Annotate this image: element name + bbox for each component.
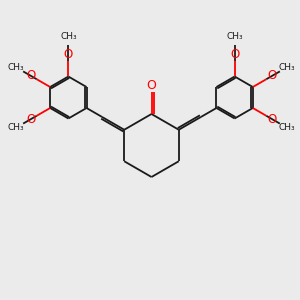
Text: CH₃: CH₃ <box>8 63 24 72</box>
Text: O: O <box>267 112 277 126</box>
Text: O: O <box>230 48 239 61</box>
Text: CH₃: CH₃ <box>8 123 24 132</box>
Text: O: O <box>64 48 73 61</box>
Text: CH₃: CH₃ <box>226 32 243 41</box>
Text: CH₃: CH₃ <box>279 63 296 72</box>
Text: O: O <box>26 112 36 126</box>
Text: CH₃: CH₃ <box>60 32 77 41</box>
Text: CH₃: CH₃ <box>279 123 296 132</box>
Text: O: O <box>267 69 277 82</box>
Text: O: O <box>147 79 156 92</box>
Text: O: O <box>26 69 36 82</box>
